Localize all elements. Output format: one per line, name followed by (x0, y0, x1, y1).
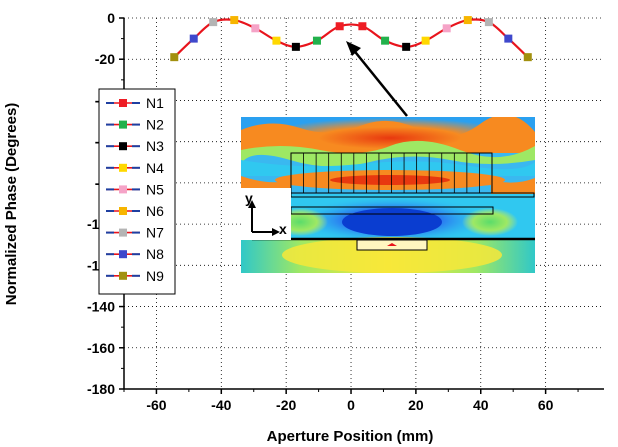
legend-marker (119, 99, 127, 107)
coordinate-axes-icon (248, 200, 280, 236)
x-axis-label: Aperture Position (mm) (267, 428, 434, 445)
legend-label: N4 (146, 160, 164, 176)
data-point (272, 36, 281, 45)
data-point (463, 16, 472, 25)
data-point (523, 53, 532, 62)
x-tick-label: 0 (347, 397, 355, 413)
data-point (358, 22, 367, 31)
legend-marker (119, 250, 127, 259)
x-tick-label: -40 (211, 397, 231, 413)
legend-label: N7 (146, 225, 164, 241)
data-point (312, 36, 321, 45)
inset-field-image (241, 117, 535, 273)
legend-marker (119, 228, 127, 237)
legend: N1 N2 N3 N4 N5 N6 N7 N8 N9 (98, 88, 176, 295)
y-tick-label: -180 (87, 381, 115, 397)
data-point (230, 16, 239, 25)
data-markers (170, 16, 532, 62)
data-point (335, 22, 344, 31)
legend-label: N9 (146, 268, 164, 284)
legend-marker (119, 207, 127, 215)
data-point (209, 18, 218, 27)
data-point (170, 53, 179, 62)
legend-label: N6 (146, 203, 164, 219)
x-tick-label: -20 (276, 397, 296, 413)
legend-marker (119, 142, 127, 151)
legend-label: N2 (146, 117, 164, 133)
data-point (189, 34, 198, 43)
y-tick-label: -140 (87, 299, 115, 315)
x-tick-label: 60 (538, 397, 554, 413)
x-tick-label: 20 (408, 397, 424, 413)
x-tick-label: -60 (146, 397, 166, 413)
legend-marker (119, 163, 127, 172)
inset-y-label: y (245, 190, 253, 206)
y-axis-label: Normalized Phase (Degrees) (3, 103, 20, 306)
y-tick-label: 0 (107, 10, 115, 26)
legend-marker (119, 120, 127, 129)
data-point (291, 42, 300, 51)
data-point (402, 42, 411, 51)
data-point (442, 24, 451, 33)
inset-x-label: x (279, 221, 287, 237)
data-point (421, 36, 430, 45)
x-tick-label: 40 (473, 397, 489, 413)
annotation-arrow (346, 41, 408, 117)
legend-marker (119, 271, 127, 280)
data-point (484, 18, 493, 27)
legend-marker (119, 185, 127, 194)
legend-label: N1 (146, 95, 164, 111)
data-point (504, 34, 513, 43)
legend-label: N5 (146, 181, 164, 197)
x-ticks: -60 -40 -20 0 20 40 60 (123, 389, 579, 413)
y-tick-label: -160 (87, 340, 115, 356)
y-tick-label: -20 (95, 51, 115, 67)
legend-label: N8 (146, 246, 164, 262)
legend-label: N3 (146, 138, 164, 154)
data-point (381, 36, 390, 45)
data-point (251, 24, 260, 33)
